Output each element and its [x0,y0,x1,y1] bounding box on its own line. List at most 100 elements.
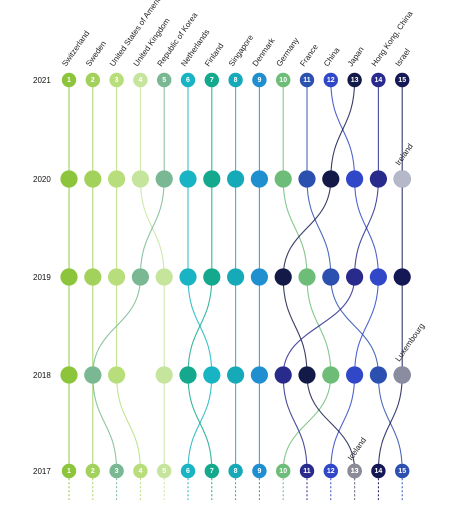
point-germany-2020 [274,170,292,188]
rank-label-republic-of-korea-2017: 3 [115,468,119,475]
point-switzerland-2021 [61,72,77,88]
point-netherlands-2019 [179,268,197,286]
rank-label-china-2017: 12 [327,468,335,475]
point-united-states-of-america-2019 [108,268,126,286]
rank-label-switzerland-2021: 1 [67,77,71,84]
point-israel-2017 [371,463,386,479]
point-finland-2020 [203,170,221,188]
point-netherlands-2017 [180,463,196,479]
point-hong-kong-china-2018 [274,366,292,384]
point-japan-2018 [298,366,316,384]
point-united-states-of-america-2018 [108,366,126,384]
point-switzerland-2017 [61,463,77,479]
point-switzerland-2020 [60,170,78,188]
point-united-kingdom-2018 [155,366,173,384]
rank-label-france-2017: 15 [398,468,406,475]
point-united-states-of-america-2020 [108,170,126,188]
rank-label-germany-2017: 10 [279,468,287,475]
line-japan [282,79,356,472]
series-lines [68,79,403,500]
year-label-2018: 2018 [33,371,51,380]
point-denmark-2018 [250,366,268,384]
rank-label-china-2021: 12 [327,77,335,84]
point-singapore-2017 [228,463,243,479]
point-republic-of-korea-2020 [155,170,173,188]
point-united-states-of-america-2017 [133,463,148,479]
point-united-states-of-america-2021 [109,72,124,88]
point-sweden-2019 [84,268,102,286]
country-label-france: France [298,42,320,68]
country-label-luxembourg: Luxembourg [393,322,426,364]
point-france-2018 [369,366,387,384]
point-netherlands-2020 [179,170,197,188]
point-china-2021 [323,72,338,88]
point-sweden-2020 [84,170,102,188]
point-finland-2019 [203,268,221,286]
point-singapore-2021 [228,72,243,88]
rank-label-japan-2017: 13 [351,468,359,475]
point-republic-of-korea-2018 [84,366,102,384]
point-hong-kong-china-2017 [299,463,315,479]
rank-label-netherlands-2017: 6 [186,468,190,475]
rank-label-singapore-2021: 8 [234,77,238,84]
point-japan-2021 [347,72,362,88]
point-china-2017 [323,463,338,479]
country-label-ireland: Ireland [393,142,414,167]
country-label-israel: Israel [393,47,412,68]
point-denmark-2020 [250,170,268,188]
rank-label-hong-kong-china-2021: 14 [375,77,383,84]
rank-label-iceland-2017: 13 [351,468,359,475]
point-hong-kong-china-2019 [346,268,364,286]
rank-label-united-states-of-america-2021: 3 [115,77,119,84]
rank-label-finland-2017: 7 [210,468,214,475]
point-united-kingdom-2020 [131,170,149,188]
rank-label-sweden-2021: 2 [91,77,95,84]
point-finland-2021 [204,72,219,88]
point-hong-kong-china-2021 [371,72,386,88]
rank-label-finland-2021: 7 [210,77,214,84]
point-singapore-2019 [227,268,245,286]
rank-label-japan-2021: 13 [351,77,359,84]
point-china-2019 [369,268,387,286]
point-singapore-2020 [227,170,245,188]
point-sweden-2017 [85,463,101,479]
point-united-kingdom-2021 [133,72,148,88]
point-netherlands-2021 [180,72,196,88]
year-label-2019: 2019 [33,273,51,282]
point-hong-kong-china-2020 [369,170,387,188]
year-label-2017: 2017 [33,467,51,476]
rank-label-sweden-2017: 2 [91,468,95,475]
rank-label-united-kingdom-2021: 4 [138,77,142,84]
point-finland-2017 [204,463,219,479]
rank-label-israel-2021: 15 [398,77,406,84]
point-republic-of-korea-2017 [109,463,124,479]
point-united-kingdom-2017 [157,463,172,479]
year-label-2020: 2020 [33,175,51,184]
point-switzerland-2018 [60,366,78,384]
country-label-hong-kong-china: Hong Kong, China [370,9,415,68]
point-united-kingdom-2019 [155,268,173,286]
rank-label-france-2021: 11 [303,77,311,84]
point-france-2017 [395,463,410,479]
point-denmark-2021 [252,72,267,88]
line-republic-of-korea [92,79,165,472]
point-singapore-2018 [227,366,245,384]
country-label-germany: Germany [274,36,300,68]
point-germany-2019 [298,268,316,286]
rank-label-united-kingdom-2017: 5 [162,468,166,475]
point-china-2020 [346,170,364,188]
point-republic-of-korea-2019 [131,268,149,286]
point-sweden-2021 [85,72,101,88]
point-luxembourg-2018 [393,366,411,384]
point-france-2020 [298,170,316,188]
rank-label-netherlands-2021: 6 [186,77,190,84]
point-netherlands-2018 [203,366,221,384]
point-japan-2020 [322,170,340,188]
rank-label-germany-2021: 10 [279,77,287,84]
point-ireland-2020 [393,170,411,188]
point-finland-2018 [179,366,197,384]
point-switzerland-2019 [60,268,78,286]
point-france-2019 [322,268,340,286]
point-germany-2018 [322,366,340,384]
